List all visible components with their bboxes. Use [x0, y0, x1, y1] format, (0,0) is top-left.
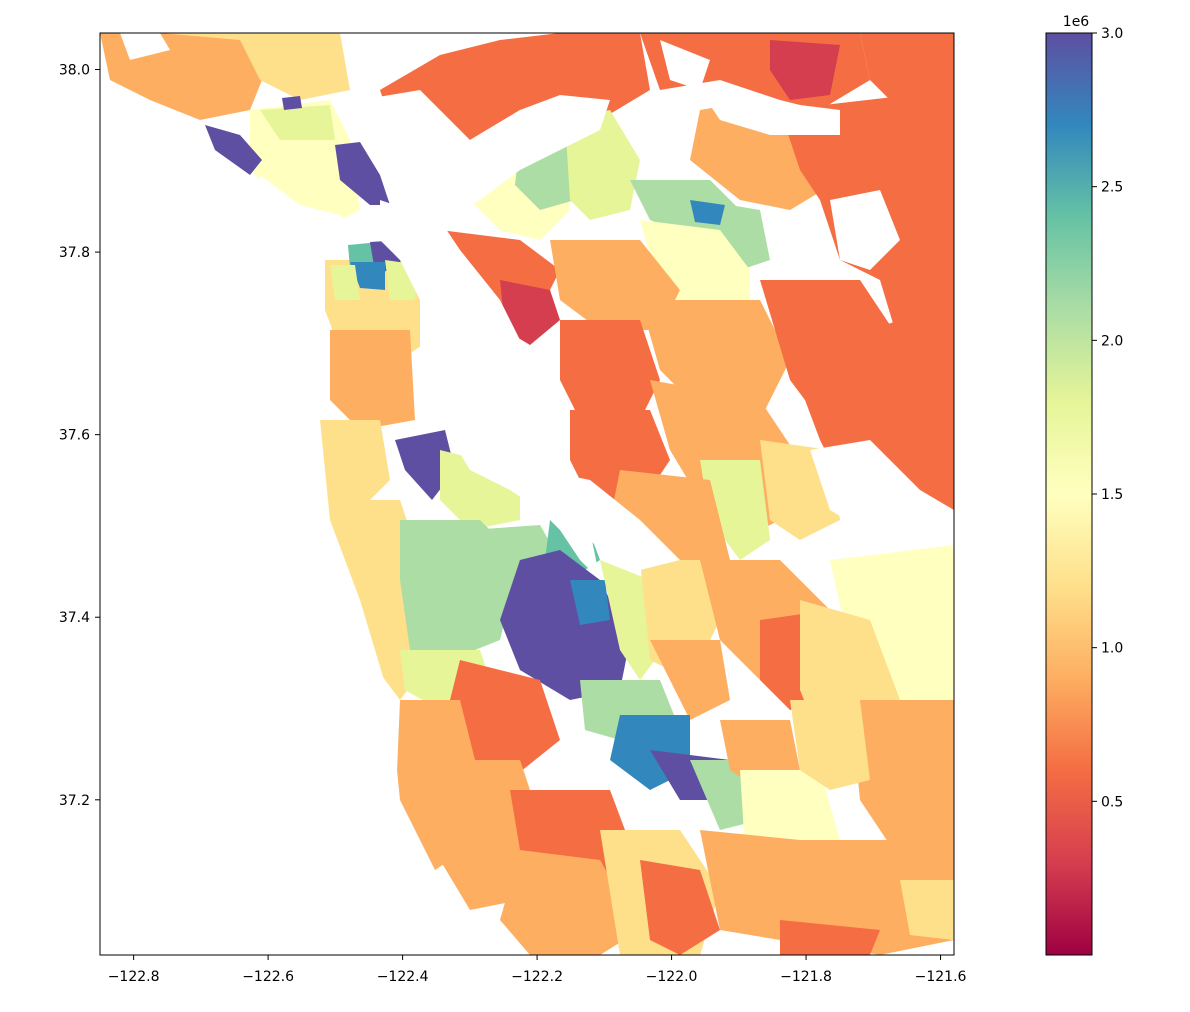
region-evergreen: [850, 700, 954, 860]
x-tick-label: −122.8: [108, 969, 160, 985]
x-tick-label: −122.2: [511, 969, 563, 985]
region-sunnyvale: [650, 640, 730, 720]
map-area: [100, 33, 954, 955]
colorbar: [1046, 33, 1092, 955]
y-axis-ticks: 37.2 37.4 37.6 37.8 38.0: [59, 63, 100, 809]
region-sf-south: [330, 330, 415, 430]
region-berryessa: [830, 545, 954, 720]
x-tick-label: −121.8: [780, 969, 832, 985]
water-ocean-northwest: [100, 90, 250, 180]
region-belvedere: [205, 125, 262, 175]
region-scotts-valley: [640, 860, 720, 955]
colorbar-tick-label: 2.5: [1101, 180, 1123, 196]
region-castro-valley: [640, 300, 790, 420]
region-willow-glen: [790, 700, 870, 790]
colorbar-tick-label: 1.0: [1101, 641, 1123, 657]
region-daly-city: [320, 420, 390, 520]
region-piedmont: [690, 200, 725, 225]
x-tick-label: −122.4: [377, 969, 429, 985]
region-benicia: [770, 40, 840, 100]
region-gilroy: [780, 920, 880, 955]
colorbar-tick-label: 3.0: [1101, 26, 1123, 42]
region-san-gregorio: [450, 660, 560, 780]
y-tick-label: 37.6: [59, 428, 90, 444]
water-concord-gap: [830, 190, 900, 270]
region-marin-small: [282, 96, 302, 110]
region-alameda: [500, 280, 560, 345]
colorbar-tick-label: 2.0: [1101, 333, 1123, 349]
region-palo-alto: [570, 580, 610, 625]
water-south-bay: [540, 470, 680, 570]
water-east-gap: [810, 440, 954, 545]
water-northeast-gap: [660, 40, 710, 90]
colorbar-multiplier: 1e6: [1063, 14, 1090, 30]
x-tick-label: −121.6: [915, 969, 967, 985]
region-boulder-creek: [500, 850, 640, 955]
colorbar-tick-label: 0.5: [1101, 794, 1123, 810]
axes-frame: [99, 32, 955, 956]
region-sf-nob: [350, 262, 385, 290]
colorbar-tick-label: 1.5: [1101, 487, 1123, 503]
x-axis-ticks: −122.8 −122.6 −122.4 −122.2 −122.0 −121.8 −121…: [108, 955, 967, 985]
water-suisun: [700, 90, 840, 135]
water-golden-gate: [255, 175, 360, 250]
water-san-pablo-bay: [360, 90, 610, 220]
water-ocean-west: [100, 180, 500, 955]
region-watsonville: [900, 880, 954, 940]
y-tick-label: 37.4: [59, 610, 90, 626]
colorbar-ticks: 0.5 1.0 1.5 2.0 2.5 3.0: [1092, 26, 1123, 810]
y-tick-label: 38.0: [59, 63, 90, 79]
region-livermore: [880, 280, 954, 400]
region-san-leandro: [560, 320, 660, 420]
x-tick-label: −122.0: [646, 969, 698, 985]
region-sf-green: [330, 265, 360, 300]
y-tick-label: 37.2: [59, 793, 90, 809]
region-pleasanton: [700, 460, 770, 560]
x-tick-label: −122.6: [242, 969, 294, 985]
region-marin-north: [160, 33, 350, 100]
region-marin-green: [260, 105, 335, 140]
water-marin-gap: [120, 33, 170, 60]
water-central-bay: [380, 200, 600, 580]
y-tick-label: 37.8: [59, 245, 90, 261]
region-tiburon: [335, 142, 390, 205]
